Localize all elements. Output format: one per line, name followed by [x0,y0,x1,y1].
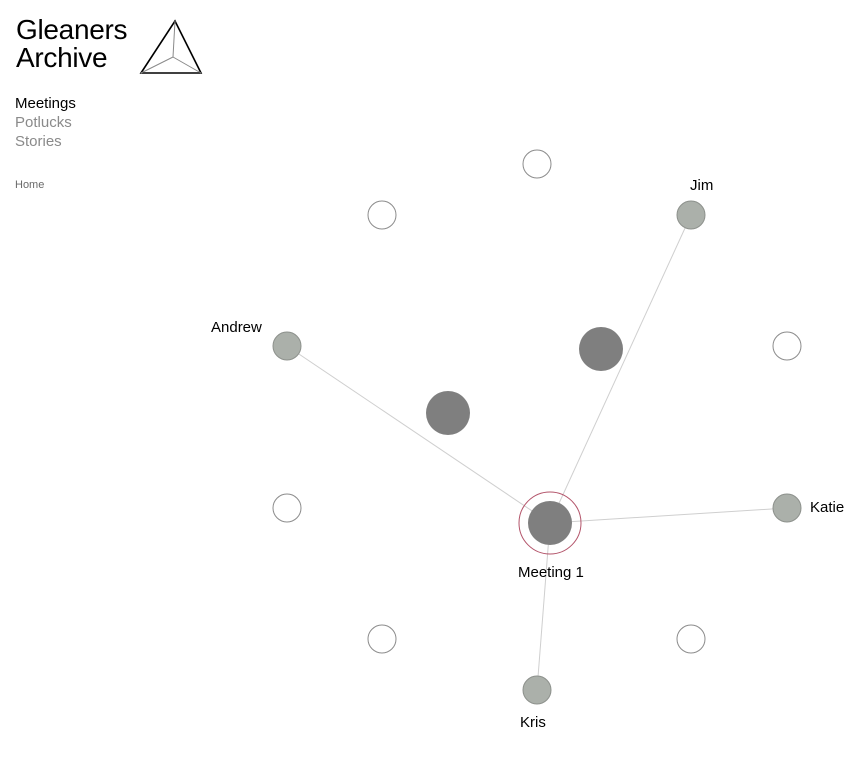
main-nav: Meetings Potlucks Stories [15,94,135,151]
site-header: Gleaners Archive [16,16,216,80]
person-label-kris: Kris [520,714,546,731]
empty-node[interactable] [772,331,802,361]
nav-item-stories[interactable]: Stories [15,133,62,150]
empty-node[interactable] [367,200,397,230]
graph-links [286,214,788,691]
person-label-andrew: Andrew [211,319,262,336]
nav-item-meetings[interactable]: Meetings [15,95,76,112]
selected-node-ring [518,491,582,555]
empty-node[interactable] [272,493,302,523]
person-node-andrew[interactable] [272,331,302,361]
person-label-jim: Jim [690,177,713,194]
empty-node[interactable] [522,149,552,179]
link-meeting-andrew [286,345,551,524]
person-node-katie[interactable] [772,493,802,523]
empty-node[interactable] [676,624,706,654]
site-title-line-1: Gleaners [16,14,128,45]
site-title-line-2: Archive [16,42,108,73]
empty-node[interactable] [367,624,397,654]
person-label-katie: Katie [810,499,844,516]
meeting-node-selected[interactable] [528,501,572,545]
person-node-kris[interactable] [522,675,552,705]
triangle-logo-icon [139,19,203,74]
breadcrumb-home-link[interactable]: Home [15,179,45,191]
link-meeting-kris [536,522,551,691]
meeting-node-label: Meeting 1 [518,564,584,581]
meeting-node[interactable] [426,391,470,435]
empty-nodes [272,149,802,654]
link-meeting-katie [549,507,788,524]
site-title[interactable]: Gleaners Archive [16,14,128,73]
meeting-node[interactable] [579,327,623,371]
link-meeting-jim [549,214,692,524]
person-node-jim[interactable] [676,200,706,230]
nav-item-potlucks[interactable]: Potlucks [15,114,72,131]
